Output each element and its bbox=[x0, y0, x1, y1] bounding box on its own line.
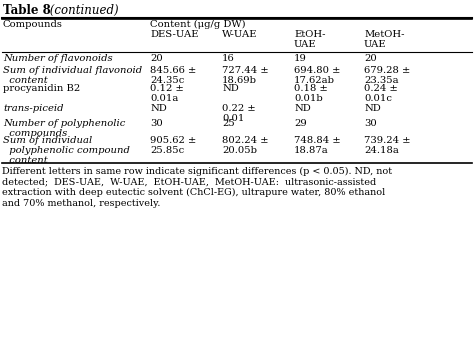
Text: Different letters in same row indicate significant differences (p < 0.05). ND, n: Different letters in same row indicate s… bbox=[2, 167, 392, 176]
Text: 24.18a: 24.18a bbox=[364, 146, 399, 155]
Text: 25.85c: 25.85c bbox=[150, 146, 184, 155]
Text: and 70% methanol, respectively.: and 70% methanol, respectively. bbox=[2, 199, 160, 207]
Text: DES-UAE: DES-UAE bbox=[150, 30, 199, 39]
Text: 29: 29 bbox=[294, 119, 307, 128]
Text: 694.80 ±: 694.80 ± bbox=[294, 66, 340, 75]
Text: Table 8: Table 8 bbox=[3, 4, 51, 17]
Text: ND: ND bbox=[222, 84, 239, 93]
Text: Number of polyphenolic: Number of polyphenolic bbox=[3, 119, 126, 128]
Text: 679.28 ±: 679.28 ± bbox=[364, 66, 410, 75]
Text: 0.01a: 0.01a bbox=[150, 94, 178, 103]
Text: 0.01: 0.01 bbox=[222, 114, 245, 123]
Text: procyanidin B2: procyanidin B2 bbox=[3, 84, 80, 93]
Text: W-UAE: W-UAE bbox=[222, 30, 257, 39]
Text: 23.35a: 23.35a bbox=[364, 76, 399, 85]
Text: 18.69b: 18.69b bbox=[222, 76, 257, 85]
Text: 30: 30 bbox=[364, 119, 377, 128]
Text: 16: 16 bbox=[222, 54, 235, 63]
Text: 802.24 ±: 802.24 ± bbox=[222, 136, 268, 145]
Text: Number of flavonoids: Number of flavonoids bbox=[3, 54, 113, 63]
Text: 905.62 ±: 905.62 ± bbox=[150, 136, 196, 145]
Text: 24.35c: 24.35c bbox=[150, 76, 184, 85]
Text: EtOH-
UAE: EtOH- UAE bbox=[294, 30, 326, 49]
Text: extraction with deep eutectic solvent (ChCl-EG), ultrapure water, 80% ethanol: extraction with deep eutectic solvent (C… bbox=[2, 188, 385, 197]
Text: ND: ND bbox=[150, 104, 167, 113]
Text: Sum of individual: Sum of individual bbox=[3, 136, 92, 145]
Text: 0.01c: 0.01c bbox=[364, 94, 392, 103]
Text: 25: 25 bbox=[222, 119, 235, 128]
Text: 0.24 ±: 0.24 ± bbox=[364, 84, 398, 93]
Text: 20.05b: 20.05b bbox=[222, 146, 257, 155]
Text: 20: 20 bbox=[364, 54, 377, 63]
Text: 0.01b: 0.01b bbox=[294, 94, 323, 103]
Text: polyphenolic compound: polyphenolic compound bbox=[3, 146, 130, 155]
Text: Sum of individual flavonoid: Sum of individual flavonoid bbox=[3, 66, 142, 75]
Text: 748.84 ±: 748.84 ± bbox=[294, 136, 341, 145]
Text: ND: ND bbox=[364, 104, 381, 113]
Text: trans-piceid: trans-piceid bbox=[3, 104, 64, 113]
Text: 727.44 ±: 727.44 ± bbox=[222, 66, 269, 75]
Text: 17.62ab: 17.62ab bbox=[294, 76, 335, 85]
Text: ND: ND bbox=[294, 104, 311, 113]
Text: (continued): (continued) bbox=[46, 4, 118, 17]
Text: Content (μg/g DW): Content (μg/g DW) bbox=[150, 20, 246, 29]
Text: 18.87a: 18.87a bbox=[294, 146, 329, 155]
Text: 845.66 ±: 845.66 ± bbox=[150, 66, 196, 75]
Text: MetOH-
UAE: MetOH- UAE bbox=[364, 30, 404, 49]
Text: content: content bbox=[3, 76, 48, 85]
Text: 0.12 ±: 0.12 ± bbox=[150, 84, 184, 93]
Text: 0.22 ±: 0.22 ± bbox=[222, 104, 255, 113]
Text: compounds: compounds bbox=[3, 129, 67, 138]
Text: 739.24 ±: 739.24 ± bbox=[364, 136, 410, 145]
Text: Compounds: Compounds bbox=[3, 20, 63, 29]
Text: 0.18 ±: 0.18 ± bbox=[294, 84, 328, 93]
Text: detected;  DES-UAE,  W-UAE,  EtOH-UAE,  MetOH-UAE:  ultrasonic-assisted: detected; DES-UAE, W-UAE, EtOH-UAE, MetO… bbox=[2, 178, 376, 186]
Text: 20: 20 bbox=[150, 54, 163, 63]
Text: 19: 19 bbox=[294, 54, 307, 63]
Text: content: content bbox=[3, 156, 48, 165]
Text: 30: 30 bbox=[150, 119, 163, 128]
